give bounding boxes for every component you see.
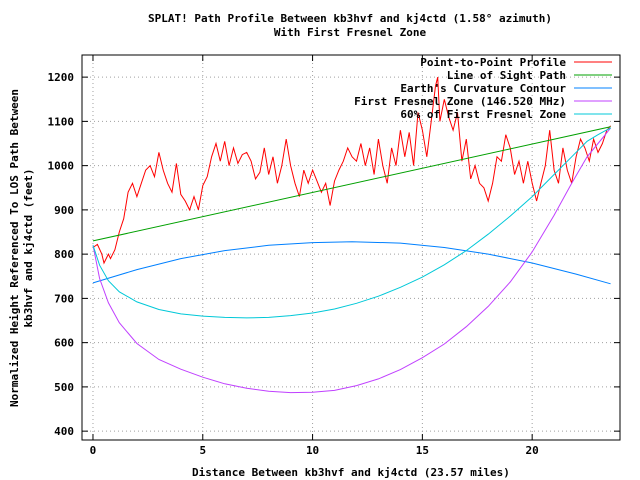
- series-60-of-first-fresnel-zone-line: [92, 127, 611, 319]
- y-tick-label: 1000: [48, 160, 75, 173]
- legend-label-60-of-first-fresnel-zone: 60% of First Fresnel Zone: [400, 108, 566, 121]
- x-tick-label: 10: [306, 444, 319, 457]
- chart-title: SPLAT! Path Profile Between kb3hvf and k…: [148, 12, 552, 25]
- y-tick-label: 1200: [48, 71, 75, 84]
- y-tick-label: 700: [54, 292, 74, 305]
- y-tick-label: 500: [54, 381, 74, 394]
- grid-lines: [82, 55, 620, 440]
- series-first-fresnel-zone-146-520-mhz-line: [92, 127, 611, 394]
- x-axis-label: Distance Between kb3hvf and kj4ctd (23.5…: [192, 466, 510, 479]
- plot-series: [92, 76, 611, 394]
- series-earth-s-curvature-contour-line: [92, 241, 611, 285]
- legend-label-earth-s-curvature-contour: Earth's Curvature Contour: [400, 82, 566, 95]
- legend-label-point-to-point-profile: Point-to-Point Profile: [420, 56, 566, 69]
- x-tick-label: 20: [526, 444, 539, 457]
- legend-label-first-fresnel-zone-146-520-mhz: First Fresnel Zone (146.520 MHz): [354, 95, 566, 108]
- y-tick-label: 600: [54, 337, 74, 350]
- y-axis-label-line2: kb3hvf and kj4ctd (feet): [22, 169, 35, 328]
- series-line-of-sight-path-line: [92, 126, 611, 242]
- y-tick-label: 900: [54, 204, 74, 217]
- axis-ticks: 0 5 10 15 20 400 500 600 700 800 900 1000 1100 1200: [48, 55, 620, 457]
- y-tick-label: 800: [54, 248, 74, 261]
- y-axis-label-line1: Normalized Height Referenced To LOS Path…: [8, 89, 21, 407]
- legend-label-line-of-sight-path: Line of Sight Path: [447, 69, 566, 82]
- y-tick-label: 400: [54, 425, 74, 438]
- x-tick-label: 5: [199, 444, 206, 457]
- x-tick-label: 15: [416, 444, 429, 457]
- series-point-to-point-profile-line: [92, 76, 611, 265]
- x-tick-label: 0: [90, 444, 97, 457]
- y-tick-label: 1100: [48, 115, 75, 128]
- chart-subtitle: With First Fresnel Zone: [274, 26, 427, 39]
- plot-frame: [81, 54, 621, 441]
